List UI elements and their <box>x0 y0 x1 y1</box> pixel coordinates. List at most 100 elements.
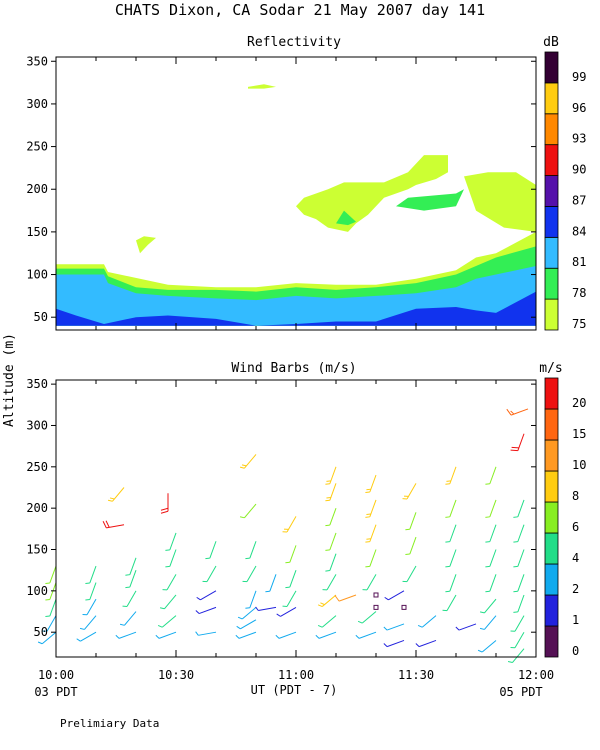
wind-barb <box>365 499 377 518</box>
wind-barb <box>107 487 125 502</box>
wind-barb <box>485 549 497 568</box>
top-colorbar-units: dB <box>543 35 559 50</box>
wind-barb <box>455 623 477 631</box>
wind-barb <box>285 545 297 564</box>
wind-barb <box>317 594 337 608</box>
colorbar-swatch <box>544 236 559 269</box>
wind-barb <box>485 574 497 593</box>
calm-marker <box>373 604 379 610</box>
y-tick-label: 250 <box>26 140 48 154</box>
y-tick-label: 150 <box>26 225 48 239</box>
x-axis-label: UT (PDT - 7) <box>251 683 338 697</box>
colorbar-swatch <box>544 113 559 146</box>
calm-marker <box>401 604 407 610</box>
wind-barb <box>513 549 525 568</box>
wind-barb <box>510 433 525 452</box>
wind-barb <box>165 532 177 551</box>
left-time-note: 03 PDT <box>34 685 77 699</box>
wind-barb <box>85 582 97 601</box>
wind-barb <box>325 532 337 551</box>
wind-barb <box>402 483 417 500</box>
colorbar-label: 84 <box>572 224 586 238</box>
reflectivity-region-75-3 <box>136 236 156 254</box>
wind-barb <box>442 594 457 612</box>
wind-barb <box>405 512 417 531</box>
wind-barb <box>506 408 529 416</box>
colorbar-label: 99 <box>572 70 586 84</box>
colorbar-label: 96 <box>572 101 586 115</box>
wind-barb <box>334 594 357 602</box>
colorbar-swatch <box>544 144 559 176</box>
y-tick-label: 300 <box>26 418 48 432</box>
colorbar-swatch <box>544 82 559 115</box>
y-tick-label: 50 <box>34 625 48 639</box>
wind-barb <box>202 565 217 583</box>
wind-barb <box>42 615 57 632</box>
bottom-colorbar-units: m/s <box>539 361 562 376</box>
wind-barb <box>445 574 457 593</box>
colorbar-swatch <box>544 175 559 207</box>
figure-title: CHATS Dixon, CA Sodar 21 May 2007 day 14… <box>115 1 485 19</box>
reflectivity-region-75-2 <box>464 172 536 232</box>
wind-barb <box>445 549 457 568</box>
reflectivity-region-75-4 <box>248 84 276 89</box>
wind-barb <box>355 631 377 639</box>
wind-barb <box>196 590 217 601</box>
wind-barb <box>445 499 457 518</box>
wind-barb <box>282 590 297 607</box>
wind-barb <box>275 631 297 639</box>
wind-barb <box>485 524 497 543</box>
colorbar-swatch <box>544 408 559 441</box>
plot-frame <box>55 379 537 658</box>
wind-barb <box>239 454 257 469</box>
wind-barb <box>485 499 497 518</box>
wind-barb <box>242 565 257 583</box>
wind-barb <box>122 590 137 607</box>
wind-colorbar: 0 1 2 4 6 8 10 15 20 <box>544 377 586 658</box>
wind-barb <box>45 598 57 618</box>
wind-barb <box>479 615 497 630</box>
wind-barb <box>384 590 405 601</box>
wind-barb <box>79 615 97 630</box>
colorbar-label: 1 <box>572 613 579 627</box>
wind-barb <box>195 606 217 615</box>
wind-barb <box>125 557 137 576</box>
colorbar-swatch <box>544 594 559 627</box>
wind-barb <box>285 570 297 589</box>
wind-barb <box>76 631 97 642</box>
colorbar-label: 93 <box>572 132 586 146</box>
y-tick-label: 100 <box>26 584 48 598</box>
y-tick-label: 150 <box>26 543 48 557</box>
wind-barb <box>513 574 525 593</box>
wind-barb <box>325 483 337 502</box>
wind-barb <box>357 611 377 624</box>
wind-barb <box>255 606 277 612</box>
wind-barb <box>513 524 525 543</box>
wind-barb <box>205 541 217 560</box>
y-tick-label: 50 <box>34 310 48 324</box>
wind-barb <box>485 466 497 485</box>
colorbar-swatch <box>544 206 559 238</box>
wind-barb <box>237 607 257 620</box>
colorbar-label: 75 <box>572 317 586 331</box>
wind-barb <box>365 549 377 568</box>
wind-barb <box>325 553 337 572</box>
wind-barb <box>510 631 525 649</box>
colorbar-label: 90 <box>572 163 586 177</box>
wind-barb <box>402 565 417 583</box>
colorbar-swatch <box>544 563 559 596</box>
colorbar-label: 81 <box>572 255 586 269</box>
reflectivity-colorbar: 75 78 81 84 87 90 93 96 99 <box>544 51 586 331</box>
wind-barb <box>513 594 525 613</box>
wind-barb <box>405 536 417 556</box>
wind-barb <box>383 623 405 631</box>
wind-barb <box>362 574 377 591</box>
wind-barb <box>365 524 377 543</box>
wind-barb <box>513 499 525 518</box>
wind-barb <box>195 631 217 636</box>
wind-barb <box>82 598 97 616</box>
wind-barb <box>239 503 257 519</box>
wind-barb <box>159 594 177 610</box>
colorbar-label: 6 <box>572 520 579 534</box>
colorbar-swatch <box>544 377 559 410</box>
